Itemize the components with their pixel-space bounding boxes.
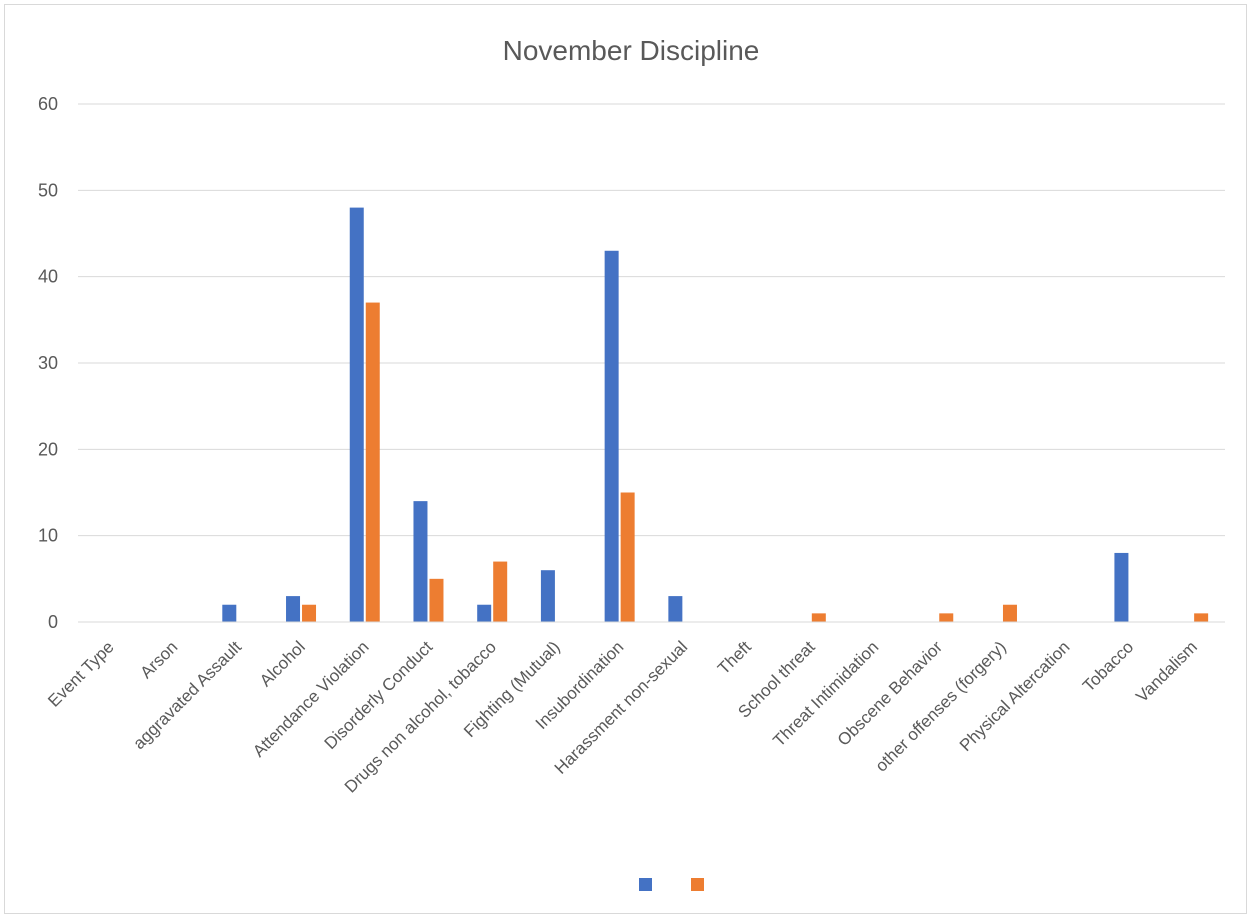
legend-swatch-series-2 — [691, 878, 704, 891]
bar-series-2 — [429, 578, 444, 622]
x-tick-label: Arson — [137, 637, 182, 682]
x-tick-label: Obscene Behavior — [834, 637, 947, 750]
bar-series-1 — [604, 250, 619, 622]
x-tick-label: Tobacco — [1079, 637, 1137, 695]
x-tick-label: Physical Altercation — [956, 637, 1074, 755]
bar-series-2 — [365, 302, 380, 622]
x-tick-label: Disorderly Conduct — [321, 637, 437, 753]
legend — [639, 878, 704, 891]
bar-series-1 — [413, 501, 428, 622]
y-tick-label: 30 — [38, 353, 58, 373]
bar-series-2 — [1194, 613, 1209, 622]
y-tick-label: 40 — [38, 267, 58, 287]
x-tick-label: aggravated Assault — [129, 637, 245, 753]
bar-series-2 — [811, 613, 826, 622]
x-tick-label: Event Type — [44, 637, 117, 710]
bar-series-1 — [1114, 552, 1129, 622]
x-tick-label: Attendance Violation — [249, 637, 372, 760]
x-tick-label: Vandalism — [1132, 637, 1201, 706]
y-axis-ticks: 0 10 20 30 40 50 60 — [38, 94, 58, 632]
bar-series-1 — [286, 596, 301, 622]
y-tick-label: 20 — [38, 439, 58, 459]
bar-series-2 — [939, 613, 954, 622]
y-tick-label: 60 — [38, 94, 58, 114]
bar-series-1 — [540, 570, 555, 622]
x-tick-label: Theft — [714, 637, 755, 678]
x-tick-label: Harassment non-sexual — [551, 637, 691, 777]
x-tick-label: Threat Intimidation — [769, 637, 882, 750]
y-tick-label: 50 — [38, 180, 58, 200]
x-tick-label: other offenses (forgery) — [872, 637, 1010, 775]
bar-series-2 — [620, 492, 635, 622]
bar-series-1 — [222, 604, 237, 622]
bar-series-1 — [349, 207, 364, 622]
bar-series-1 — [477, 604, 492, 622]
bar-series-2 — [302, 604, 317, 622]
gridlines — [78, 103, 1225, 537]
legend-swatch-series-1 — [639, 878, 652, 891]
bars — [222, 207, 1209, 622]
chart-frame — [4, 4, 1247, 914]
y-tick-label: 0 — [48, 612, 58, 632]
bar-series-2 — [493, 561, 508, 622]
x-tick-label: Alcohol — [256, 637, 309, 690]
chart-title: November Discipline — [503, 35, 760, 66]
bar-series-2 — [1002, 604, 1017, 622]
bar-series-1 — [668, 596, 683, 622]
y-tick-label: 10 — [38, 526, 58, 546]
